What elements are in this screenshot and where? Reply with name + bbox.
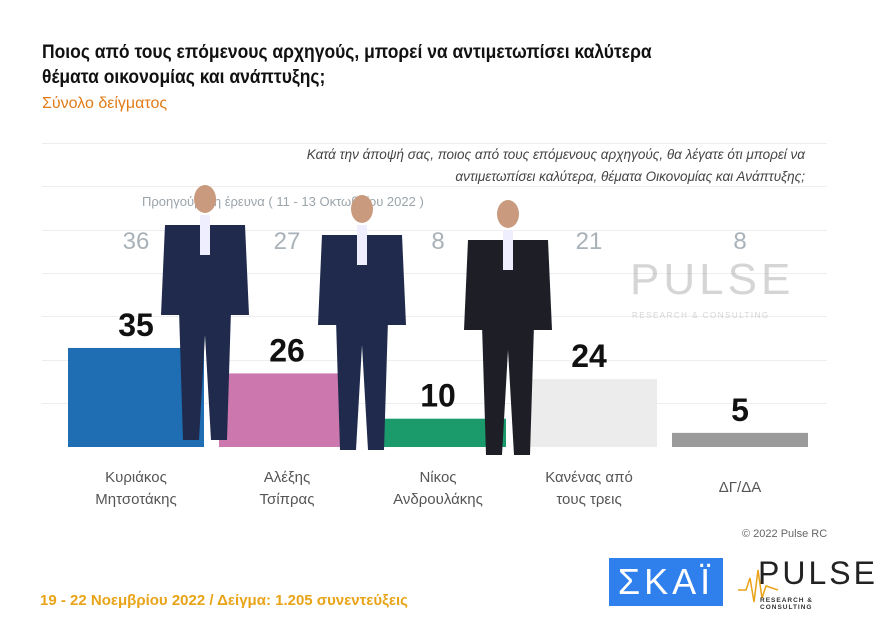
chart-subtitle: Σύνολο δείγματος — [42, 95, 168, 112]
skai-logo: ΣΚΑΪ — [609, 558, 723, 606]
data-label: 35 — [118, 307, 154, 343]
bar — [219, 373, 355, 447]
pulse-logo: PULSE RESEARCH & CONSULTING — [738, 555, 875, 611]
data-label: 26 — [269, 332, 305, 368]
leader-photo — [318, 195, 406, 450]
pulse-logo-tagline: RESEARCH & CONSULTING — [760, 597, 813, 611]
category-label: Ανδρουλάκης — [393, 491, 483, 508]
leader-photo — [161, 185, 249, 440]
gridline — [42, 143, 827, 144]
copyright: © 2022 Pulse RC — [742, 528, 828, 540]
pulse-watermark: PULSE RESEARCH & CONSULTING — [600, 255, 800, 325]
data-label: 10 — [420, 378, 456, 414]
survey-question: Κατά την άποψή σας, ποιος από τους επόμε… — [306, 147, 805, 184]
chart-title: Ποιος από τους επόμενους αρχηγούς, μπορε… — [42, 42, 652, 88]
category-label: Αλέξης — [264, 469, 310, 486]
gridline — [42, 316, 827, 317]
previous-value-label: 36 — [123, 228, 150, 255]
previous-value-label: 8 — [431, 228, 444, 255]
previous-value-label: 27 — [274, 228, 301, 255]
gridline — [42, 273, 827, 274]
category-label: Νίκος — [419, 469, 456, 486]
bar — [521, 379, 657, 447]
pulse-wave-icon — [738, 569, 778, 603]
watermark-tagline: RESEARCH & CONSULTING — [632, 311, 770, 320]
category-label: τους τρεις — [556, 491, 621, 508]
category-label: Μητσοτάκης — [95, 491, 176, 508]
category-label: Τσίπρας — [260, 491, 315, 508]
previous-value-label: 21 — [576, 228, 603, 255]
gridline — [42, 230, 827, 231]
gridline — [42, 403, 827, 404]
data-label: 24 — [571, 338, 607, 374]
category-label: Κανένας από — [545, 469, 633, 486]
category-label: Κυριάκος — [105, 469, 167, 486]
watermark-brand: PULSE — [630, 255, 795, 304]
previous-value-label: 8 — [733, 228, 746, 255]
fieldwork-info: 19 - 22 Νοεμβρίου 2022 / Δείγμα: 1.205 σ… — [40, 592, 408, 609]
bar — [672, 432, 808, 447]
pulse-logo-text: PULSE — [758, 555, 878, 591]
gridline — [42, 186, 827, 187]
bar — [370, 418, 506, 447]
category-label: ΔΓ/ΔΑ — [719, 479, 761, 496]
data-label: 5 — [731, 392, 749, 428]
gridline — [42, 360, 827, 361]
leader-photo — [464, 200, 552, 455]
